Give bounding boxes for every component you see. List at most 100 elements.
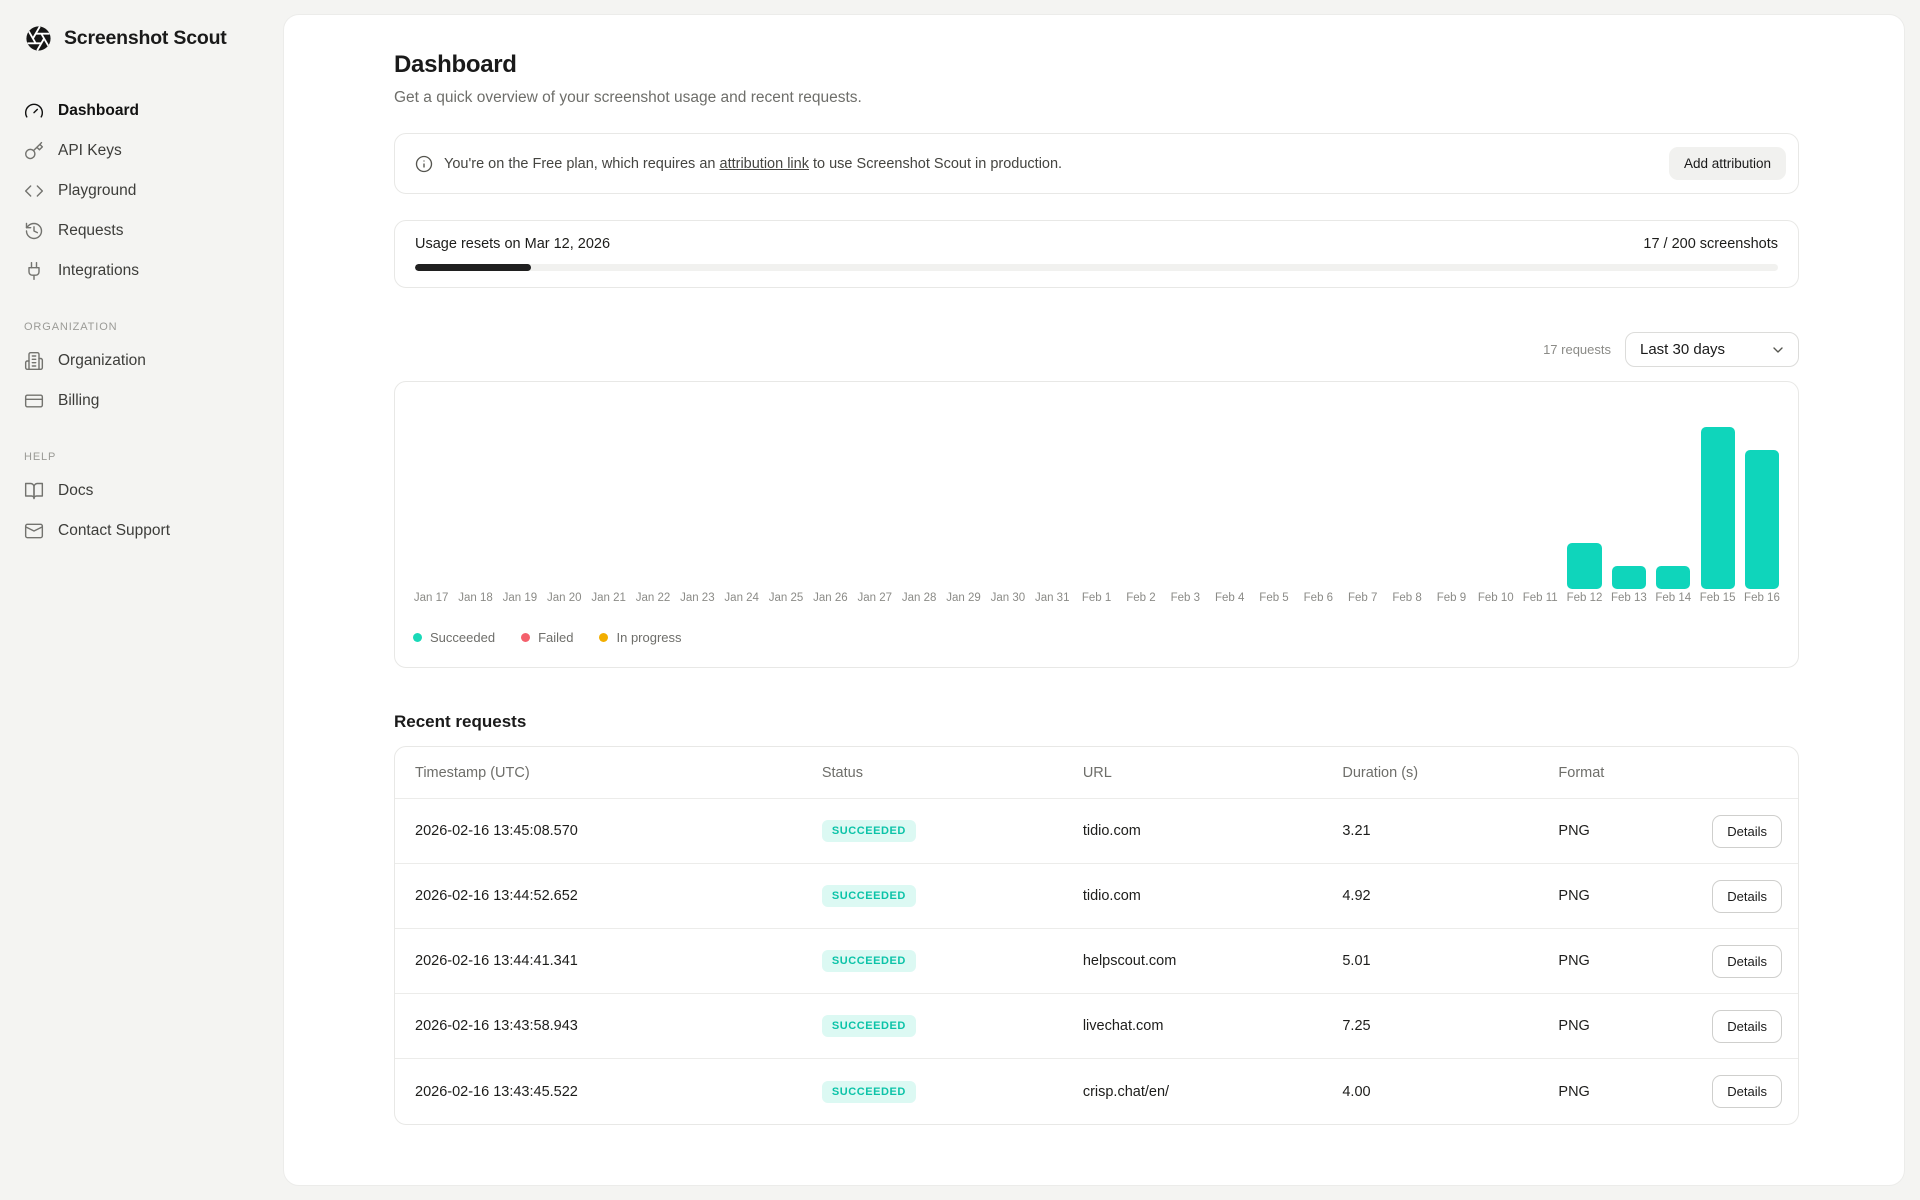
mail-icon xyxy=(24,523,44,539)
date-range-value: Last 30 days xyxy=(1640,341,1726,358)
table-row: 2026-02-16 13:43:58.943 SUCCEEDED livechat… xyxy=(395,994,1798,1059)
requests-chart: Jan 17 Jan 18 Jan 19 Jan 20 Jan 21 Jan 22 Jan … xyxy=(394,381,1799,668)
table-header-row: Timestamp (UTC) Status URL Duration (s) Form… xyxy=(395,747,1798,799)
sidebar-item-playground[interactable]: Playground xyxy=(24,171,263,211)
sidebar-item-integrations[interactable]: Integrations xyxy=(24,251,263,291)
status-badge: SUCCEEDED xyxy=(821,820,916,842)
bar-column xyxy=(542,382,586,589)
cell-url: tidio.com xyxy=(1082,823,1141,839)
details-button[interactable]: Details xyxy=(1712,1009,1782,1043)
x-axis-label: Jan 18 xyxy=(458,592,493,604)
bar-column xyxy=(1429,382,1473,589)
x-axis-label: Jan 20 xyxy=(546,592,582,604)
bar-column xyxy=(1074,382,1118,589)
cell-format: PNG xyxy=(1558,823,1590,839)
plug-icon xyxy=(28,261,40,281)
table-body: 2026-02-16 13:45:08.570 SUCCEEDED tidio.co… xyxy=(395,799,1798,1124)
x-axis-label: Feb 13 xyxy=(1610,592,1647,604)
details-button[interactable]: Details xyxy=(1712,1075,1782,1108)
legend-dot xyxy=(413,633,422,642)
attribution-banner: You're on the Free plan, which requires … xyxy=(394,133,1799,194)
bar-column xyxy=(1030,382,1074,589)
x-axis-label: Feb 14 xyxy=(1655,592,1692,604)
bar-column xyxy=(1740,382,1784,589)
usage-progress-fill xyxy=(415,264,531,271)
bar-column xyxy=(1252,382,1296,589)
attribution-link[interactable]: attribution link xyxy=(719,155,809,172)
bar-column xyxy=(1207,382,1251,589)
chevron-down-icon xyxy=(1773,346,1783,353)
x-axis-label: Feb 12 xyxy=(1566,592,1603,604)
cell-duration: 5.01 xyxy=(1342,953,1371,969)
status-badge: SUCCEEDED xyxy=(821,950,916,972)
banner-text: You're on the Free plan, which requires … xyxy=(444,156,1062,172)
bar-column xyxy=(808,382,852,589)
legend-label: In progress xyxy=(616,630,682,645)
bar-column xyxy=(1119,382,1163,589)
cell-url: crisp.chat/en/ xyxy=(1082,1083,1170,1100)
details-button[interactable]: Details xyxy=(1712,944,1782,978)
status-badge: SUCCEEDED xyxy=(821,1015,916,1037)
sidebar: Screenshot Scout Dashboard API Keys Playgr… xyxy=(0,0,283,1200)
usage-count-text: 17 / 200 screenshots xyxy=(1643,236,1778,252)
info-icon xyxy=(415,155,433,172)
cell-timestamp: 2026-02-16 13:45:08.570 xyxy=(415,823,578,839)
cell-duration: 4.92 xyxy=(1342,888,1371,904)
cell-format: PNG xyxy=(1558,1083,1590,1100)
gauge-icon xyxy=(24,103,44,118)
x-axis-label: Jan 24 xyxy=(724,592,759,604)
x-axis-label: Feb 7 xyxy=(1348,592,1378,604)
sidebar-item-requests[interactable]: Requests xyxy=(24,211,263,251)
bar-column xyxy=(1607,382,1651,589)
status-badge: SUCCEEDED xyxy=(821,1080,916,1103)
sidebar-item-api-keys[interactable]: API Keys xyxy=(24,131,263,171)
x-axis-label: Jan 21 xyxy=(591,592,626,604)
cell-timestamp: 2026-02-16 13:44:52.652 xyxy=(415,888,578,904)
bar-column xyxy=(764,382,808,589)
x-axis-label: Jan 31 xyxy=(1034,592,1070,604)
x-axis-label: Feb 3 xyxy=(1170,592,1200,604)
legend-label: Succeeded xyxy=(430,630,496,645)
app-logo[interactable]: Screenshot Scout xyxy=(24,24,263,53)
sidebar-item-dashboard[interactable]: Dashboard xyxy=(24,91,263,131)
book-icon xyxy=(24,482,44,500)
table-row: 2026-02-16 13:44:41.341 SUCCEEDED helpscou… xyxy=(395,929,1798,994)
x-axis-label: Feb 16 xyxy=(1744,592,1780,604)
credit-card-icon xyxy=(24,394,44,408)
cell-url: livechat.com xyxy=(1082,1018,1164,1034)
x-axis-label: Jan 29 xyxy=(946,592,981,604)
sidebar-section-label-organization: ORGANIZATION xyxy=(24,321,118,333)
sidebar-item-contact-support[interactable]: Contact Support xyxy=(24,511,263,551)
app-name: Screenshot Scout xyxy=(64,27,227,49)
code-icon xyxy=(24,185,44,197)
bar-feb-16[interactable] xyxy=(1744,450,1780,589)
sidebar-section-label-help: HELP xyxy=(24,451,57,463)
sidebar-nav: Dashboard API Keys Playground Requests Integ… xyxy=(24,91,263,551)
cell-duration: 7.25 xyxy=(1342,1018,1371,1034)
details-button[interactable]: Details xyxy=(1712,814,1782,848)
x-axis-label: Feb 9 xyxy=(1436,592,1467,604)
sidebar-item-billing[interactable]: Billing xyxy=(24,381,263,421)
main-card: Dashboard Get a quick overview of your s… xyxy=(283,14,1905,1186)
cell-status: SUCCEEDED xyxy=(802,885,1063,907)
bar-feb-15[interactable] xyxy=(1700,427,1735,589)
bar-feb-13[interactable] xyxy=(1611,566,1646,589)
sidebar-item-organization[interactable]: Organization xyxy=(24,341,263,381)
date-range-select[interactable]: Last 30 days xyxy=(1625,332,1799,367)
table-row: 2026-02-16 13:45:08.570 SUCCEEDED tidio.co… xyxy=(395,799,1798,864)
cell-format: PNG xyxy=(1558,1018,1590,1034)
x-axis-label: Feb 4 xyxy=(1214,592,1245,604)
bar-column xyxy=(1474,382,1518,589)
bar-feb-14[interactable] xyxy=(1656,566,1691,589)
sidebar-item-docs[interactable]: Docs xyxy=(24,471,263,511)
status-badge: SUCCEEDED xyxy=(821,885,916,907)
banner-text-after: to use Screenshot Scout in production. xyxy=(808,155,1063,172)
legend-dot xyxy=(599,633,609,642)
column-header-duration-s-: Duration (s) xyxy=(1342,764,1419,781)
cell-url: helpscout.com xyxy=(1082,953,1177,969)
add-attribution-button[interactable]: Add attribution xyxy=(1668,147,1786,180)
bar-column xyxy=(986,382,1030,589)
x-axis-label: Feb 8 xyxy=(1392,592,1422,604)
details-button[interactable]: Details xyxy=(1712,879,1782,913)
bar-feb-12[interactable] xyxy=(1567,543,1602,589)
